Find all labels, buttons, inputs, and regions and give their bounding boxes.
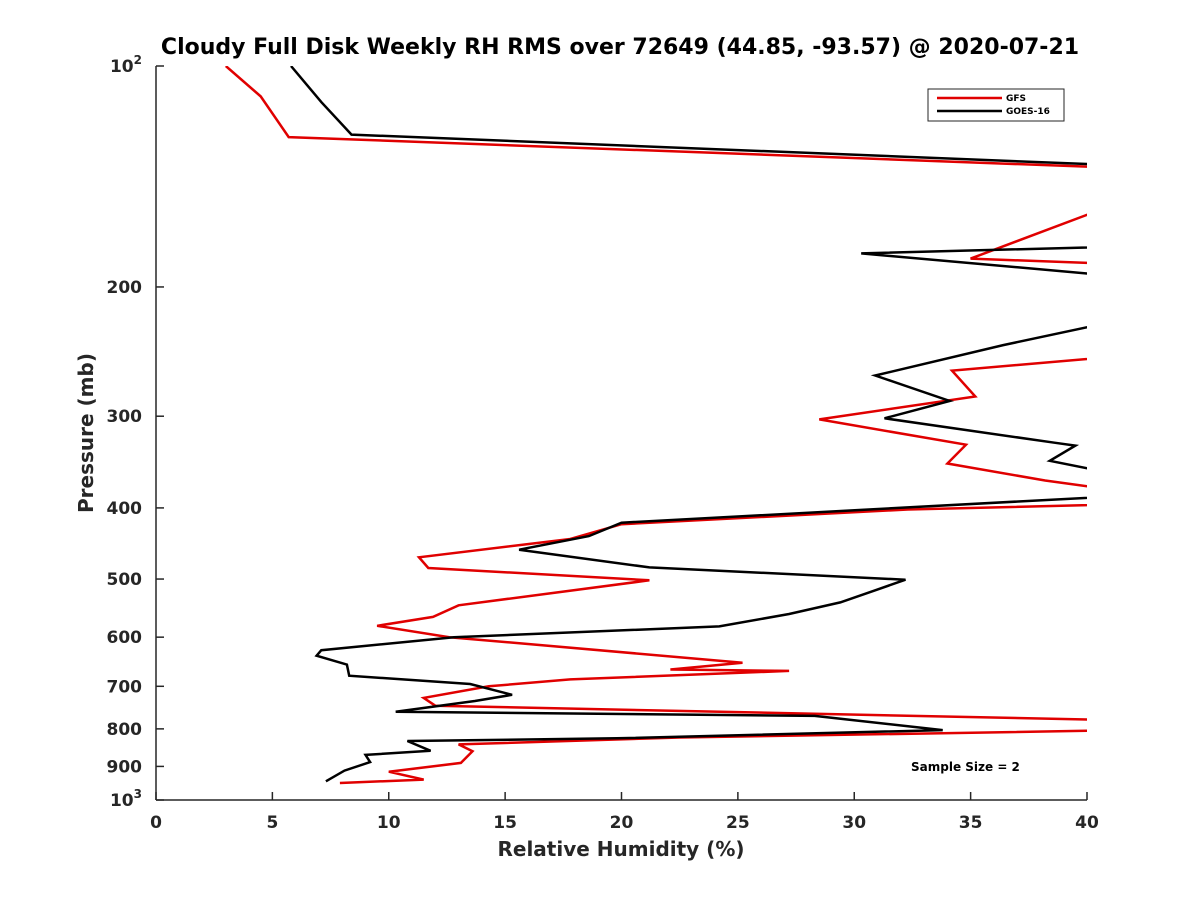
x-tick-label: 5: [266, 813, 278, 833]
x-tick-label: 35: [959, 813, 983, 833]
x-tick-label: 40: [1075, 813, 1099, 833]
x-ticks: 0 5 10 15 20 25 30 35 40: [150, 792, 1099, 833]
y-tick-label: 700: [107, 677, 143, 697]
y-tick-label: 300: [107, 407, 143, 427]
x-axis-label: Relative Humidity (%): [497, 837, 744, 861]
series-line-gfs: [224, 66, 1087, 785]
y-tick-label: 600: [107, 628, 143, 648]
y-tick-label: 900: [107, 757, 143, 777]
series-layer: [224, 66, 1087, 785]
series-line-goes16: [290, 66, 1087, 783]
y-tick-label: 200: [107, 278, 143, 298]
y-tick-label: 500: [107, 570, 143, 590]
y-tick-label: 400: [107, 499, 143, 519]
legend: GFS GOES-16: [927, 88, 1065, 122]
y-axis-label: Pressure (mb): [74, 353, 98, 513]
legend-label-goes16: GOES-16: [1006, 107, 1050, 117]
sample-size-annotation: Sample Size = 2: [911, 760, 1020, 774]
legend-box: [927, 88, 1065, 122]
y-ticks: 102 200 300 400 500 600 700 800 900 103: [107, 53, 164, 811]
x-tick-label: 0: [150, 813, 162, 833]
chart-title: Cloudy Full Disk Weekly RH RMS over 7264…: [161, 35, 1079, 60]
x-tick-label: 10: [377, 813, 401, 833]
x-tick-label: 15: [493, 813, 517, 833]
legend-label-gfs: GFS: [1006, 94, 1026, 104]
x-tick-label: 20: [610, 813, 634, 833]
y-tick-label: 800: [107, 720, 143, 740]
y-tick-label: 102: [110, 53, 142, 77]
y-tick-label: 103: [110, 787, 142, 811]
x-tick-label: 30: [842, 813, 866, 833]
x-tick-label: 25: [726, 813, 750, 833]
